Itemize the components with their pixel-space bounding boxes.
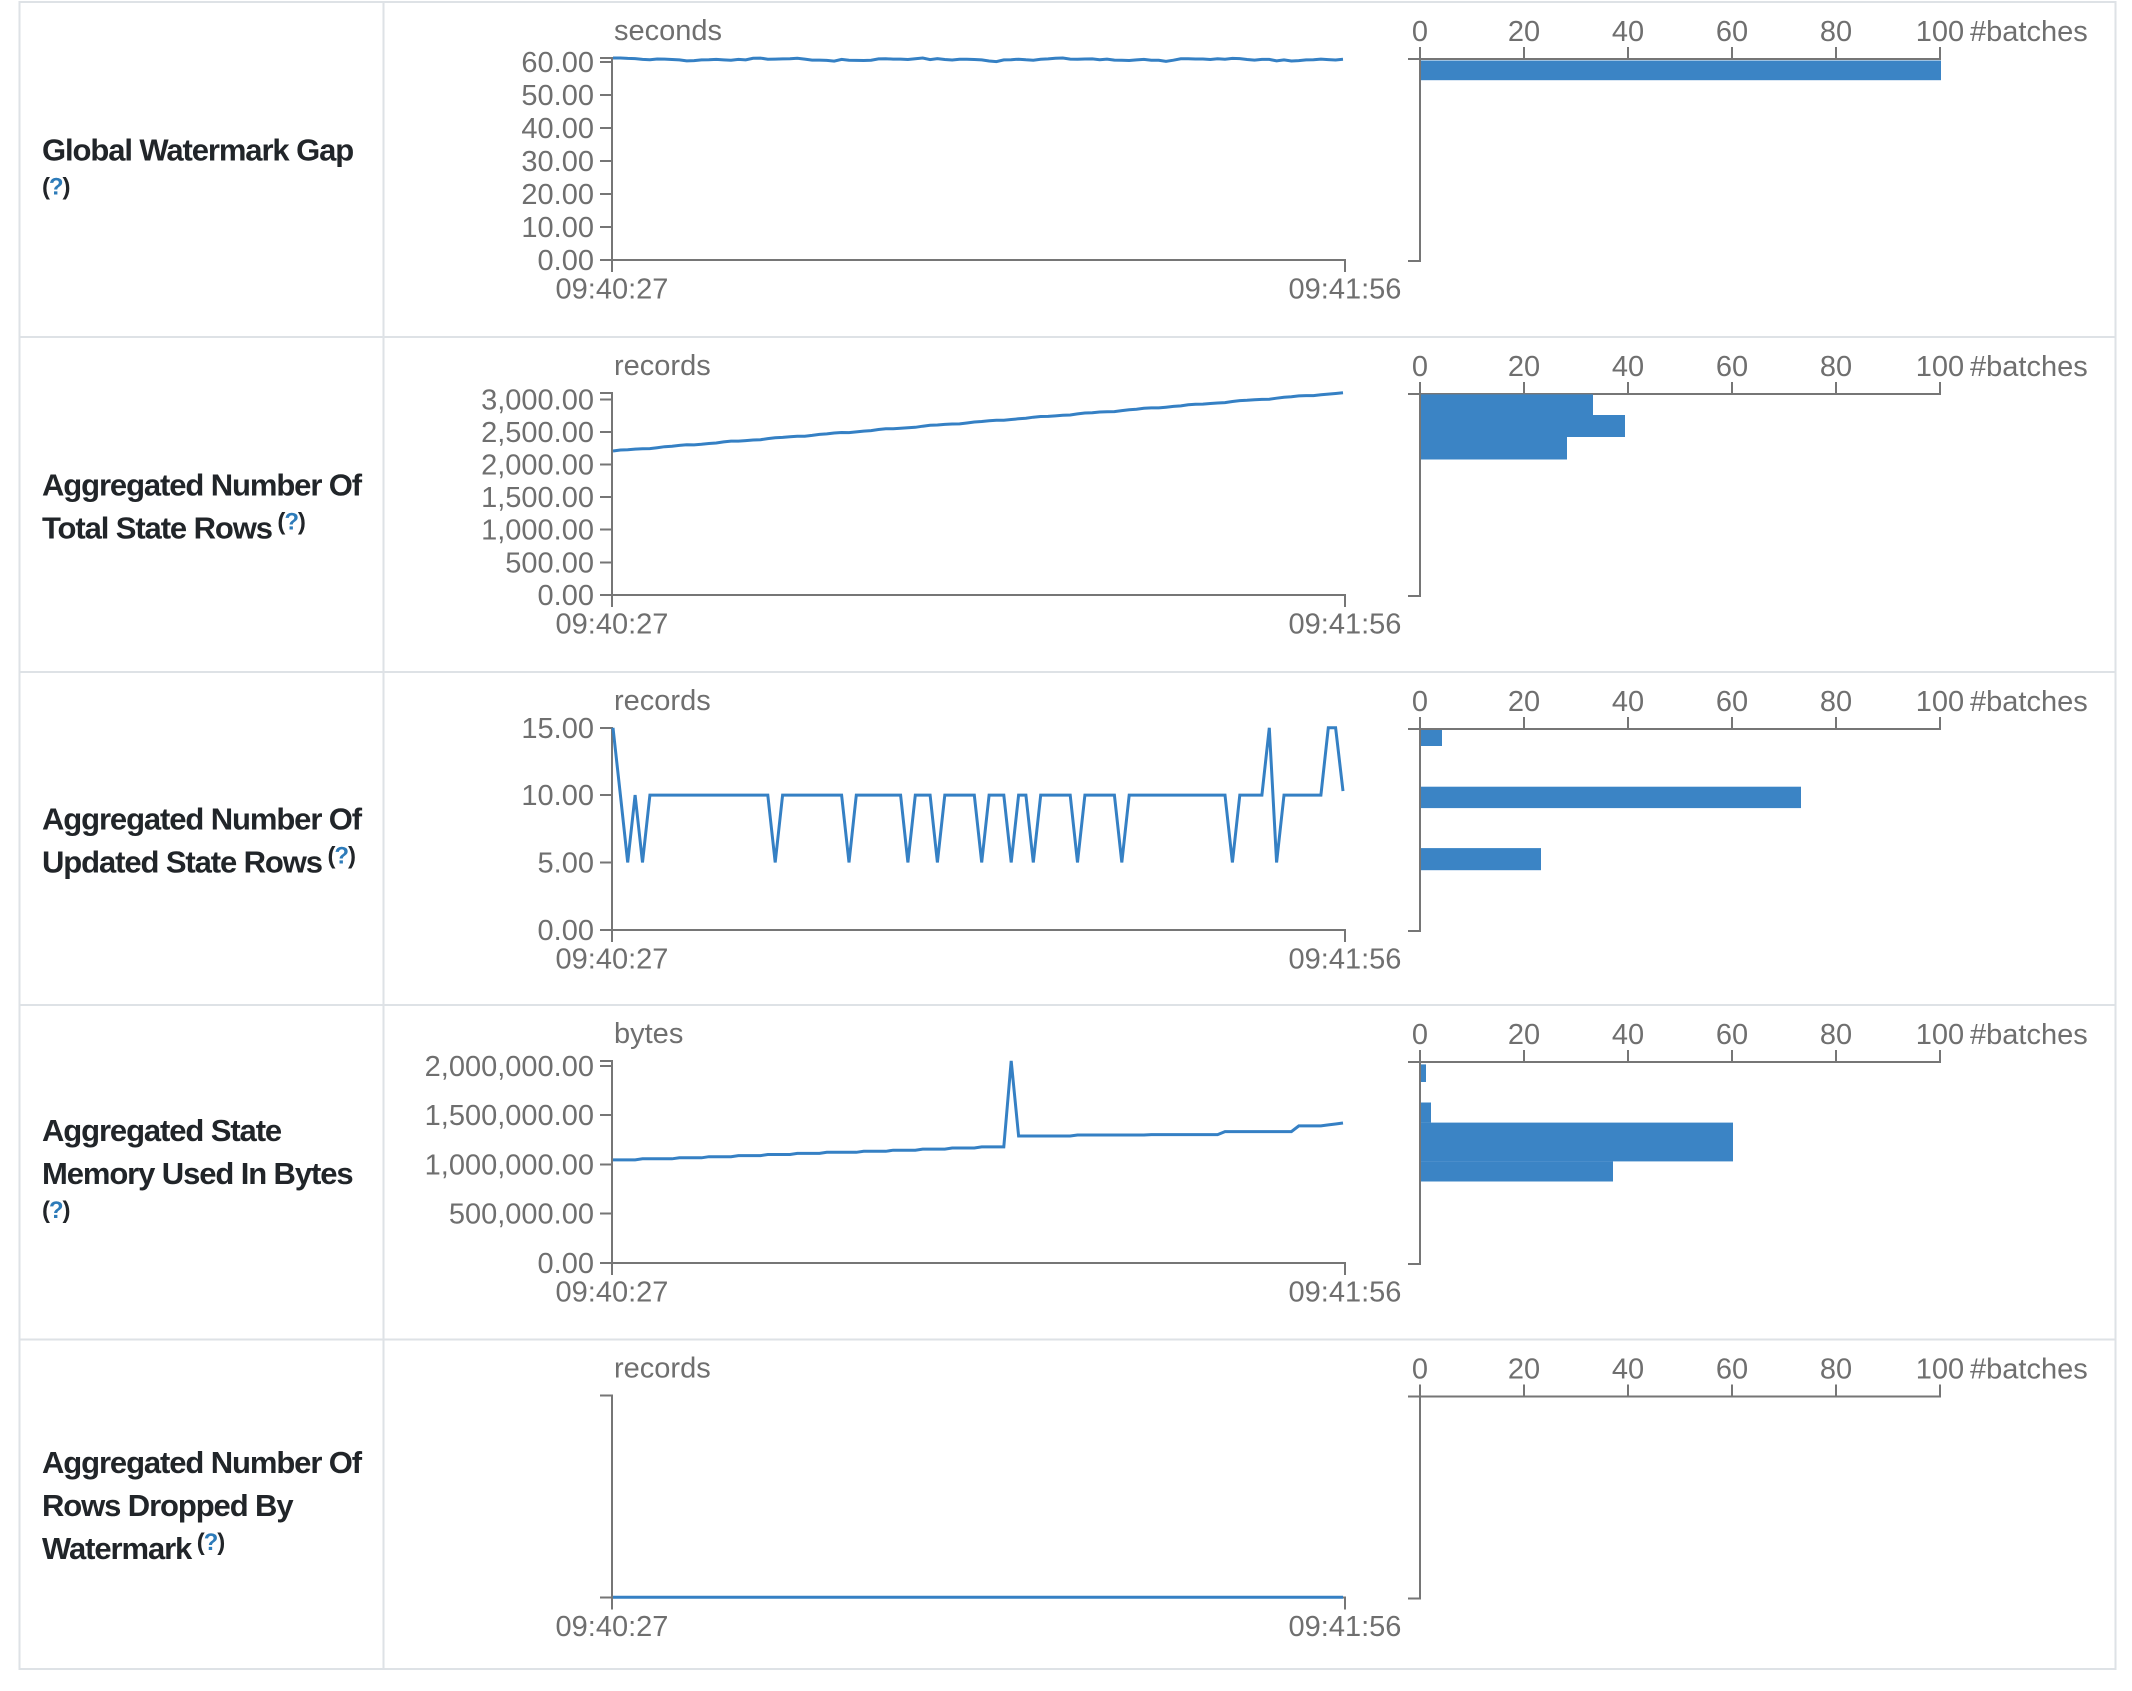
svg-text:0.00: 0.00 bbox=[538, 580, 594, 612]
svg-text:Memory Used In Bytes: Memory Used In Bytes bbox=[42, 1156, 353, 1191]
svg-text:40: 40 bbox=[1612, 351, 1644, 383]
svg-text:60: 60 bbox=[1716, 1019, 1748, 1051]
svg-text:40: 40 bbox=[1612, 16, 1644, 48]
svg-text:records: records bbox=[614, 1352, 711, 1384]
svg-text:09:40:27: 09:40:27 bbox=[556, 1276, 669, 1308]
svg-text:0: 0 bbox=[1412, 1353, 1428, 1385]
svg-text:60.00: 60.00 bbox=[521, 47, 594, 79]
svg-text:10.00: 10.00 bbox=[521, 212, 594, 244]
svg-text:#batches: #batches bbox=[1970, 1353, 2088, 1385]
svg-text:#batches: #batches bbox=[1970, 686, 2088, 718]
svg-text:500,000.00: 500,000.00 bbox=[449, 1199, 594, 1231]
svg-text:Aggregated Number Of: Aggregated Number Of bbox=[42, 467, 363, 502]
svg-text:20: 20 bbox=[1508, 351, 1540, 383]
svg-text:#batches: #batches bbox=[1970, 351, 2088, 383]
svg-text:#batches: #batches bbox=[1970, 16, 2088, 48]
svg-text:5.00: 5.00 bbox=[538, 848, 594, 880]
svg-text:Global Watermark Gap: Global Watermark Gap bbox=[42, 132, 353, 167]
svg-text:records: records bbox=[614, 350, 711, 382]
svg-text:30.00: 30.00 bbox=[521, 146, 594, 178]
svg-text:80: 80 bbox=[1820, 16, 1852, 48]
svg-text:15.00: 15.00 bbox=[521, 713, 594, 745]
svg-text:100: 100 bbox=[1916, 16, 1964, 48]
svg-text:09:41:56: 09:41:56 bbox=[1289, 1276, 1402, 1308]
svg-text:09:40:27: 09:40:27 bbox=[556, 1611, 669, 1643]
svg-text:records: records bbox=[614, 685, 711, 717]
svg-text:60: 60 bbox=[1716, 16, 1748, 48]
svg-text:seconds: seconds bbox=[614, 15, 722, 47]
svg-text:20: 20 bbox=[1508, 1019, 1540, 1051]
svg-text:0: 0 bbox=[1412, 686, 1428, 718]
svg-text:09:41:56: 09:41:56 bbox=[1289, 274, 1402, 306]
svg-text:40: 40 bbox=[1612, 686, 1644, 718]
svg-text:0: 0 bbox=[1412, 1019, 1428, 1051]
svg-text:2,500.00: 2,500.00 bbox=[481, 417, 594, 449]
svg-text:09:40:27: 09:40:27 bbox=[556, 943, 669, 975]
svg-text:80: 80 bbox=[1820, 351, 1852, 383]
svg-text:bytes: bytes bbox=[614, 1018, 683, 1050]
svg-text:Aggregated Number Of: Aggregated Number Of bbox=[42, 801, 363, 836]
svg-text:(?): (?) bbox=[42, 1197, 69, 1224]
svg-text:20: 20 bbox=[1508, 16, 1540, 48]
svg-text:60: 60 bbox=[1716, 1353, 1748, 1385]
svg-text:1,000.00: 1,000.00 bbox=[481, 515, 594, 547]
svg-text:20.00: 20.00 bbox=[521, 179, 594, 211]
svg-text:1,000,000.00: 1,000,000.00 bbox=[425, 1149, 594, 1181]
svg-text:3,000.00: 3,000.00 bbox=[481, 385, 594, 417]
svg-text:60: 60 bbox=[1716, 351, 1748, 383]
svg-text:100: 100 bbox=[1916, 686, 1964, 718]
svg-text:Total State Rows (?): Total State Rows (?) bbox=[42, 508, 305, 545]
svg-text:Watermark (?): Watermark (?) bbox=[42, 1529, 224, 1566]
svg-text:20: 20 bbox=[1508, 1353, 1540, 1385]
svg-text:0.00: 0.00 bbox=[538, 245, 594, 277]
svg-text:40: 40 bbox=[1612, 1019, 1644, 1051]
svg-text:10.00: 10.00 bbox=[521, 780, 594, 812]
svg-text:09:41:56: 09:41:56 bbox=[1289, 943, 1402, 975]
svg-text:80: 80 bbox=[1820, 1019, 1852, 1051]
svg-text:1,500.00: 1,500.00 bbox=[481, 482, 594, 514]
svg-text:100: 100 bbox=[1916, 1353, 1964, 1385]
svg-text:(?): (?) bbox=[42, 173, 69, 200]
svg-text:#batches: #batches bbox=[1970, 1019, 2088, 1051]
svg-text:Aggregated State: Aggregated State bbox=[42, 1113, 282, 1148]
svg-text:2,000,000.00: 2,000,000.00 bbox=[425, 1051, 594, 1083]
svg-text:20: 20 bbox=[1508, 686, 1540, 718]
svg-text:Rows Dropped By: Rows Dropped By bbox=[42, 1488, 294, 1523]
svg-text:100: 100 bbox=[1916, 1019, 1964, 1051]
svg-text:09:41:56: 09:41:56 bbox=[1289, 1611, 1402, 1643]
svg-text:100: 100 bbox=[1916, 351, 1964, 383]
svg-text:2,000.00: 2,000.00 bbox=[481, 450, 594, 482]
svg-text:0: 0 bbox=[1412, 16, 1428, 48]
svg-text:09:40:27: 09:40:27 bbox=[556, 274, 669, 306]
svg-text:1,500,000.00: 1,500,000.00 bbox=[425, 1100, 594, 1132]
svg-text:0.00: 0.00 bbox=[538, 1248, 594, 1280]
svg-text:60: 60 bbox=[1716, 686, 1748, 718]
svg-text:09:41:56: 09:41:56 bbox=[1289, 608, 1402, 640]
svg-text:0: 0 bbox=[1412, 351, 1428, 383]
svg-text:0.00: 0.00 bbox=[538, 915, 594, 947]
svg-text:500.00: 500.00 bbox=[505, 547, 594, 579]
svg-text:40: 40 bbox=[1612, 1353, 1644, 1385]
svg-text:80: 80 bbox=[1820, 1353, 1852, 1385]
svg-text:50.00: 50.00 bbox=[521, 80, 594, 112]
svg-text:Updated State Rows (?): Updated State Rows (?) bbox=[42, 842, 355, 879]
svg-text:Aggregated Number Of: Aggregated Number Of bbox=[42, 1445, 363, 1480]
svg-text:40.00: 40.00 bbox=[521, 113, 594, 145]
svg-text:09:40:27: 09:40:27 bbox=[556, 608, 669, 640]
svg-text:80: 80 bbox=[1820, 686, 1852, 718]
